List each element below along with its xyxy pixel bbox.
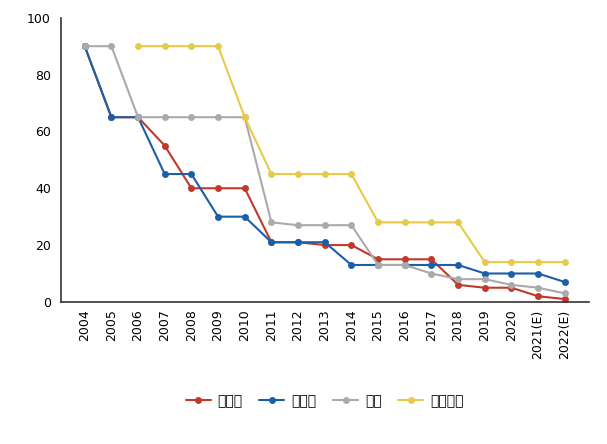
三星 — [455, 277, 462, 282]
Line: 三星: 三星 — [81, 43, 568, 297]
英特尔 — [268, 240, 275, 245]
台积电 — [107, 115, 115, 120]
中芯国际 — [214, 44, 222, 49]
英特尔 — [375, 262, 382, 268]
英特尔 — [294, 240, 302, 245]
英特尔 — [535, 271, 542, 276]
中芯国际 — [535, 259, 542, 265]
英特尔 — [134, 115, 141, 120]
Line: 英特尔: 英特尔 — [81, 43, 568, 285]
三星 — [161, 115, 168, 120]
三星 — [134, 115, 141, 120]
中芯国际 — [268, 171, 275, 177]
三星 — [107, 44, 115, 49]
中芯国际 — [188, 44, 195, 49]
英特尔 — [481, 271, 489, 276]
中芯国际 — [428, 220, 435, 225]
台积电 — [401, 257, 409, 262]
中芯国际 — [508, 259, 515, 265]
台积电 — [134, 115, 141, 120]
三星 — [321, 222, 328, 228]
三星 — [401, 262, 409, 268]
三星 — [214, 115, 222, 120]
三星 — [188, 115, 195, 120]
台积电 — [188, 186, 195, 191]
台积电 — [321, 242, 328, 248]
英特尔 — [508, 271, 515, 276]
台积电 — [161, 143, 168, 148]
台积电 — [561, 297, 568, 302]
三星 — [348, 222, 355, 228]
台积电 — [455, 282, 462, 288]
三星 — [268, 220, 275, 225]
中芯国际 — [134, 44, 141, 49]
Legend: 台积电, 英特尔, 三星, 中芯国际: 台积电, 英特尔, 三星, 中芯国际 — [180, 388, 469, 413]
英特尔 — [321, 240, 328, 245]
Line: 台积电: 台积电 — [81, 43, 568, 302]
中芯国际 — [375, 220, 382, 225]
三星 — [241, 115, 248, 120]
台积电 — [481, 285, 489, 290]
台积电 — [268, 240, 275, 245]
三星 — [561, 291, 568, 296]
台积电 — [375, 257, 382, 262]
三星 — [535, 285, 542, 290]
中芯国际 — [294, 171, 302, 177]
英特尔 — [241, 214, 248, 219]
中芯国际 — [455, 220, 462, 225]
中芯国际 — [401, 220, 409, 225]
英特尔 — [348, 262, 355, 268]
Line: 中芯国际: 中芯国际 — [135, 43, 568, 266]
台积电 — [508, 285, 515, 290]
英特尔 — [81, 44, 89, 49]
英特尔 — [428, 262, 435, 268]
台积电 — [428, 257, 435, 262]
台积电 — [348, 242, 355, 248]
英特尔 — [161, 171, 168, 177]
英特尔 — [401, 262, 409, 268]
三星 — [428, 271, 435, 276]
三星 — [375, 262, 382, 268]
英特尔 — [107, 115, 115, 120]
英特尔 — [455, 262, 462, 268]
三星 — [81, 44, 89, 49]
三星 — [481, 277, 489, 282]
英特尔 — [214, 214, 222, 219]
中芯国际 — [161, 44, 168, 49]
中芯国际 — [561, 259, 568, 265]
中芯国际 — [481, 259, 489, 265]
台积电 — [81, 44, 89, 49]
台积电 — [294, 240, 302, 245]
中芯国际 — [241, 115, 248, 120]
台积电 — [214, 186, 222, 191]
英特尔 — [561, 279, 568, 285]
三星 — [508, 282, 515, 288]
台积电 — [535, 293, 542, 299]
中芯国际 — [348, 171, 355, 177]
台积电 — [241, 186, 248, 191]
英特尔 — [188, 171, 195, 177]
三星 — [294, 222, 302, 228]
中芯国际 — [321, 171, 328, 177]
